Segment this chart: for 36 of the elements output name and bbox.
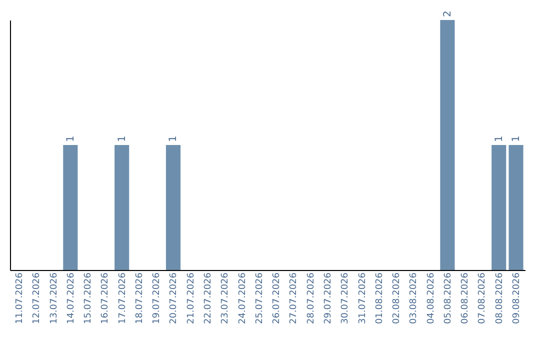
x-tick-label: 21.07.2026 (186, 272, 196, 324)
x-tick-label: 12.07.2026 (32, 272, 42, 324)
x-tick-label: 29.07.2026 (323, 272, 334, 324)
x-tick-label: 02.08.2026 (392, 272, 402, 324)
x-tick-label: 23.07.2026 (220, 272, 231, 324)
data-label: 1 (116, 136, 128, 142)
x-tick-label: 05.08.2026 (443, 272, 454, 324)
data-label: 1 (168, 136, 180, 142)
x-tick-label: 26.07.2026 (272, 272, 282, 324)
x-tick-label: 20.07.2026 (169, 272, 180, 324)
x-tick-label: 16.07.2026 (100, 272, 111, 324)
x-tick-label: 04.08.2026 (426, 272, 436, 324)
x-tick-label: 18.07.2026 (134, 272, 145, 324)
data-label: 2 (442, 10, 454, 17)
x-tick-label: 24.07.2026 (238, 272, 248, 324)
x-tick-label: 13.07.2026 (49, 272, 60, 324)
x-tick-label: 11.07.2026 (15, 272, 25, 324)
x-tick-label: 17.07.2026 (118, 272, 128, 324)
x-tick-label: 09.08.2026 (512, 272, 522, 324)
x-tick-label: 06.08.2026 (460, 272, 471, 324)
x-tick-label: 14.07.2026 (66, 272, 76, 324)
x-tick-label: 15.07.2026 (84, 272, 94, 324)
x-tick-label: 27.07.2026 (289, 272, 300, 324)
data-label: 1 (511, 136, 522, 142)
x-tick-label: 25.07.2026 (254, 272, 265, 324)
x-tick-label: 30.07.2026 (340, 272, 351, 324)
data-label: 1 (65, 136, 76, 142)
x-tick-label: 03.08.2026 (409, 272, 420, 324)
x-tick-label: 08.08.2026 (494, 272, 505, 324)
x-tick-label: 19.07.2026 (152, 272, 162, 324)
data-label: 1 (494, 136, 505, 142)
x-tick-label: 01.08.2026 (374, 272, 385, 324)
x-tick-label: 28.07.2026 (306, 272, 316, 324)
x-tick-label: 22.07.2026 (204, 272, 214, 324)
x-tick-label: 07.08.2026 (478, 272, 488, 324)
x-tick-label: 31.07.2026 (358, 272, 368, 324)
